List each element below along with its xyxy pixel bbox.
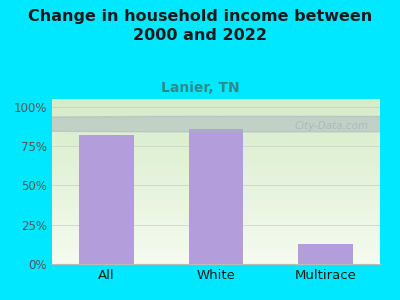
- Text: Change in household income between
2000 and 2022: Change in household income between 2000 …: [28, 9, 372, 43]
- Bar: [189, 129, 243, 264]
- Circle shape: [0, 116, 400, 132]
- Bar: [298, 244, 353, 264]
- Bar: [79, 135, 134, 264]
- Text: City-Data.com: City-Data.com: [295, 121, 369, 131]
- Text: Lanier, TN: Lanier, TN: [161, 81, 239, 95]
